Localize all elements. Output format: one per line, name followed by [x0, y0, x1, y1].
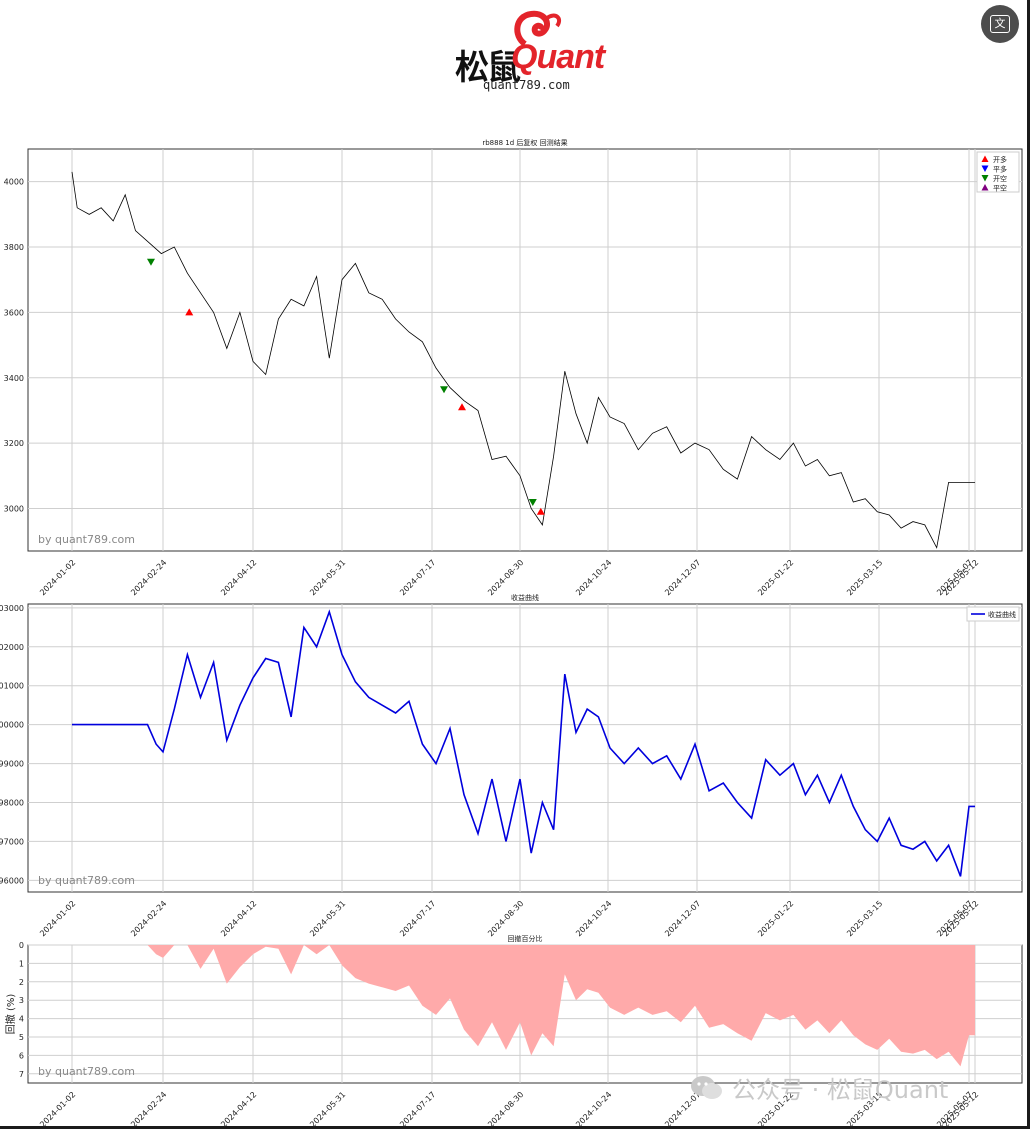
translate-button[interactable]: 文 [981, 5, 1019, 43]
chart-title: 收益曲线 [511, 593, 539, 602]
y-tick-label: 100000 [0, 721, 24, 730]
brand-logo: 松鼠 Quant quant789.com [455, 8, 605, 98]
x-tick-label: 2025-03-15 [845, 899, 884, 938]
x-tick-label: 2025-01-22 [756, 558, 795, 597]
x-tick-label: 2024-05-31 [308, 1090, 347, 1129]
plot-watermark: by quant789.com [38, 874, 135, 887]
x-tick-label: 2024-02-24 [129, 558, 168, 597]
y-tick-label: 3800 [4, 243, 24, 252]
squirrel-logo-icon [514, 10, 562, 47]
chart-title: 回撤百分比 [508, 934, 543, 943]
y-tick-label: 4000 [4, 178, 24, 187]
x-tick-label: 2024-02-24 [129, 1090, 168, 1129]
x-tick-label: 2024-01-02 [38, 899, 77, 938]
x-tick-label: 2024-04-12 [219, 899, 258, 938]
legend-label: 平多 [993, 165, 1007, 174]
x-tick-label: 2025-01-22 [756, 899, 795, 938]
x-tick-label: 2024-04-12 [219, 1090, 258, 1129]
legend-marker [981, 165, 989, 172]
x-tick-label: 2024-08-30 [486, 558, 525, 597]
x-tick-label: 2024-02-24 [129, 899, 168, 938]
legend-marker [981, 155, 989, 162]
x-tick-label: 2024-04-12 [219, 558, 258, 597]
trade-marker-down [146, 258, 155, 266]
legend-label: 收益曲线 [988, 610, 1016, 619]
drawdown-area [72, 945, 975, 1067]
legend-label: 平空 [993, 184, 1007, 193]
plot-area-2 [27, 603, 1023, 893]
x-tick-label: 2024-12-07 [663, 558, 702, 597]
x-tick-label: 2024-12-07 [663, 899, 702, 938]
legend-label: 开空 [993, 174, 1007, 183]
x-tick-label: 2024-01-02 [38, 558, 77, 597]
y-axis-label: 回撤 (%) [4, 994, 17, 1035]
watermark-text: 公众号 · 松鼠Quant [732, 1076, 949, 1104]
x-tick-label: 2025-03-15 [845, 558, 884, 597]
y-tick-label: 3 [19, 996, 24, 1005]
plot-watermark: by quant789.com [38, 1065, 135, 1078]
legend-box [966, 606, 1020, 622]
y-tick-label: 102000 [0, 643, 24, 652]
trade-marker-up [536, 507, 545, 515]
x-tick-label: 2024-10-24 [574, 1090, 613, 1129]
x-tick-label: 2024-07-17 [398, 1090, 437, 1129]
trade-marker-down [440, 386, 448, 394]
trade-marker-up [458, 403, 466, 411]
x-tick-label: 2024-10-24 [574, 899, 613, 938]
x-tick-label: 2024-08-30 [486, 899, 525, 938]
y-tick-label: 4 [19, 1015, 24, 1024]
x-tick-label: 2024-07-17 [398, 558, 437, 597]
translate-icon: 文 [990, 15, 1010, 33]
y-tick-label: 7 [19, 1070, 24, 1079]
logo-url-text: quant789.com [483, 78, 570, 92]
wechat-watermark: 公众号 · 松鼠Quant [690, 1070, 948, 1105]
y-tick-label: 0 [19, 941, 24, 950]
y-tick-label: 5 [19, 1033, 24, 1042]
y-tick-label: 3600 [4, 308, 24, 317]
chart-title: rb888 1d 后复权 回测结果 [482, 138, 567, 147]
y-tick-label: 2 [19, 978, 24, 987]
y-tick-label: 101000 [0, 682, 24, 691]
trade-marker-down [528, 498, 537, 506]
y-tick-label: 3000 [4, 505, 24, 514]
y-tick-label: 3200 [4, 439, 24, 448]
plot-area-1 [27, 148, 1023, 552]
y-tick-label: 97000 [0, 837, 24, 846]
y-tick-label: 6 [19, 1051, 24, 1060]
x-tick-label: 2024-08-30 [486, 1090, 525, 1129]
logo-english-text: Quant [511, 38, 605, 76]
x-tick-label: 2024-10-24 [574, 558, 613, 597]
image-frame-bottom-edge [0, 1126, 1030, 1129]
trade-marker-up [185, 308, 194, 316]
x-tick-label: 2024-05-31 [308, 558, 347, 597]
y-tick-label: 98000 [0, 798, 24, 807]
plot-watermark: by quant789.com [38, 533, 135, 546]
image-frame-right-edge [1027, 0, 1030, 1129]
legend-marker [981, 175, 989, 182]
y-tick-label: 103000 [0, 604, 24, 613]
y-tick-label: 1 [19, 959, 24, 968]
logo-chinese-text: 松鼠 [455, 48, 521, 88]
legend-marker [981, 184, 989, 191]
x-tick-label: 2024-05-31 [308, 899, 347, 938]
y-tick-label: 99000 [0, 760, 24, 769]
x-tick-label: 2024-01-02 [38, 1090, 77, 1129]
wechat-icon [691, 1075, 722, 1099]
legend-label: 开多 [993, 155, 1007, 164]
y-tick-label: 3400 [4, 374, 24, 383]
x-tick-label: 2024-07-17 [398, 899, 437, 938]
y-tick-label: 96000 [0, 876, 24, 885]
